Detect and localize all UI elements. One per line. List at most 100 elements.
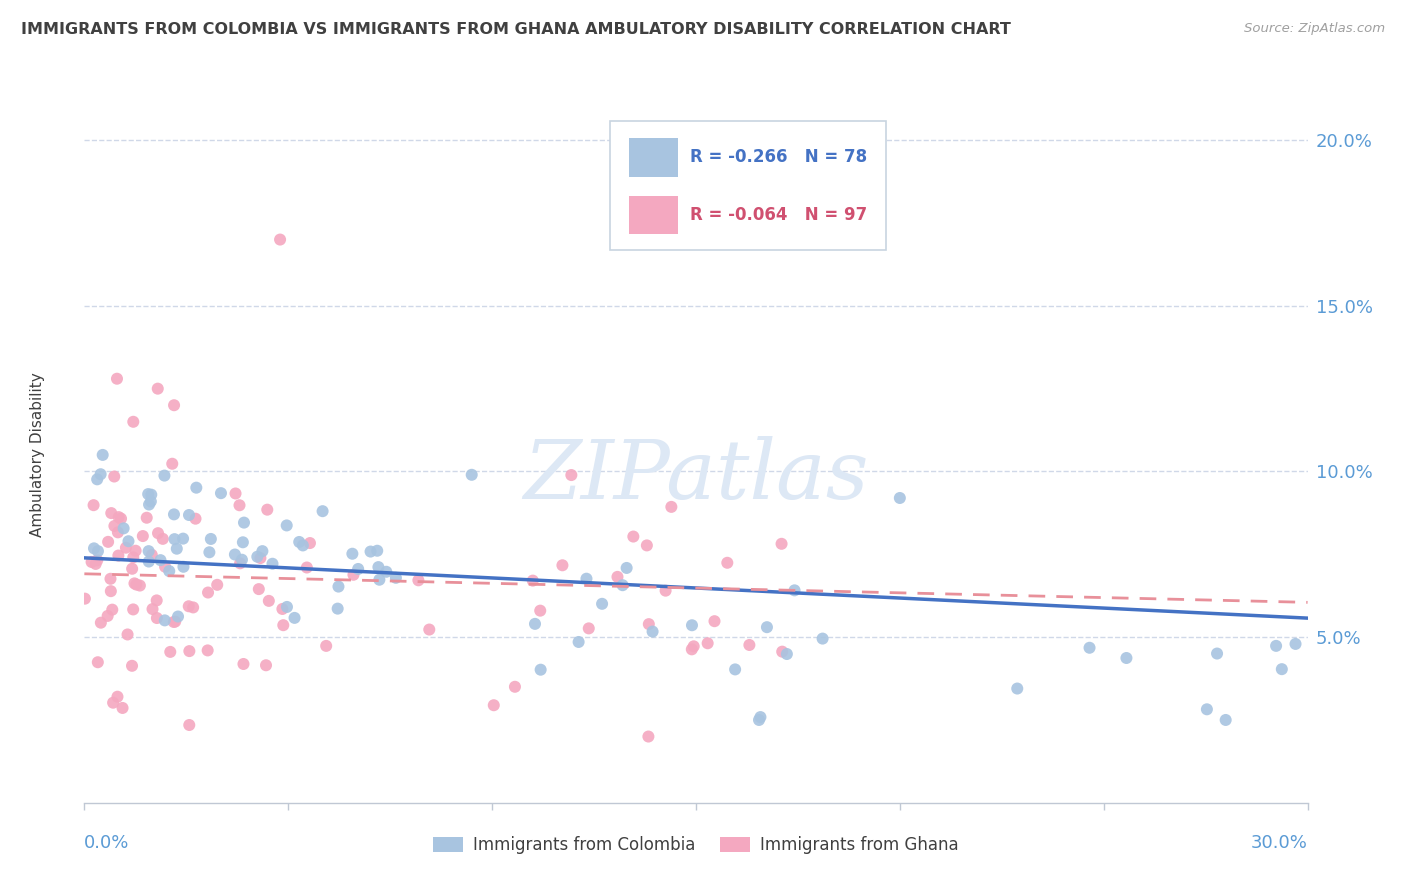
Point bbox=[342, 547, 364, 561]
Point bbox=[811, 632, 834, 646]
Point bbox=[73, 591, 96, 606]
Point bbox=[163, 615, 186, 629]
Point bbox=[621, 530, 644, 544]
Point bbox=[269, 233, 291, 247]
Point bbox=[503, 680, 526, 694]
Point bbox=[101, 602, 124, 616]
Point bbox=[138, 555, 160, 569]
Point bbox=[326, 601, 349, 615]
Point bbox=[311, 504, 333, 518]
Point bbox=[103, 469, 125, 483]
Point bbox=[157, 564, 180, 578]
Point bbox=[283, 611, 305, 625]
Text: ZIPatlas: ZIPatlas bbox=[523, 436, 869, 516]
Point bbox=[783, 583, 806, 598]
Point bbox=[83, 541, 105, 556]
Point bbox=[100, 506, 122, 520]
Point bbox=[91, 448, 114, 462]
Point bbox=[103, 519, 125, 533]
Point bbox=[105, 372, 128, 386]
Text: R = -0.064   N = 97: R = -0.064 N = 97 bbox=[690, 206, 868, 224]
FancyBboxPatch shape bbox=[628, 196, 678, 235]
Point bbox=[360, 544, 382, 558]
Point bbox=[418, 623, 440, 637]
Point bbox=[124, 576, 146, 591]
Point bbox=[179, 644, 201, 658]
Point bbox=[681, 642, 703, 657]
Point bbox=[200, 532, 222, 546]
Point bbox=[83, 498, 105, 512]
Point bbox=[153, 559, 176, 574]
Text: IMMIGRANTS FROM COLOMBIA VS IMMIGRANTS FROM GHANA AMBULATORY DISABILITY CORRELAT: IMMIGRANTS FROM COLOMBIA VS IMMIGRANTS F… bbox=[21, 22, 1011, 37]
Point bbox=[232, 535, 254, 549]
Point bbox=[637, 730, 659, 744]
Point bbox=[128, 578, 150, 592]
Point bbox=[367, 560, 389, 574]
Point bbox=[375, 565, 398, 579]
Point bbox=[165, 615, 187, 629]
Point bbox=[197, 643, 219, 657]
Point bbox=[117, 627, 139, 641]
Point bbox=[153, 613, 176, 627]
Point bbox=[262, 557, 284, 571]
Point bbox=[755, 620, 778, 634]
Point bbox=[1265, 639, 1288, 653]
Point bbox=[482, 698, 505, 713]
Point bbox=[141, 602, 163, 616]
Point bbox=[298, 536, 321, 550]
Point bbox=[209, 486, 232, 500]
Point bbox=[342, 567, 364, 582]
Point bbox=[271, 602, 294, 616]
Point bbox=[770, 645, 793, 659]
Point bbox=[153, 468, 176, 483]
Point bbox=[748, 713, 770, 727]
Point bbox=[107, 690, 129, 704]
Point bbox=[86, 553, 108, 567]
Point bbox=[124, 543, 146, 558]
Point bbox=[163, 398, 186, 412]
Point bbox=[606, 570, 628, 584]
Point bbox=[366, 543, 388, 558]
Point bbox=[177, 508, 200, 522]
Point bbox=[100, 572, 122, 586]
Point bbox=[291, 538, 314, 552]
Point bbox=[568, 635, 591, 649]
Point bbox=[368, 573, 391, 587]
Point bbox=[139, 494, 162, 508]
Point bbox=[276, 518, 298, 533]
Point bbox=[636, 538, 658, 552]
Point bbox=[1115, 651, 1137, 665]
Point bbox=[703, 614, 725, 628]
Point bbox=[87, 544, 110, 558]
Point bbox=[225, 486, 247, 500]
Point bbox=[146, 382, 169, 396]
Point bbox=[524, 616, 547, 631]
Point bbox=[347, 562, 370, 576]
Point bbox=[172, 559, 194, 574]
Point bbox=[385, 571, 408, 585]
Text: Ambulatory Disability: Ambulatory Disability bbox=[31, 373, 45, 537]
Point bbox=[276, 599, 298, 614]
Point bbox=[122, 415, 145, 429]
Point bbox=[86, 472, 108, 486]
Text: 30.0%: 30.0% bbox=[1251, 834, 1308, 852]
Point bbox=[529, 604, 551, 618]
Point bbox=[184, 511, 207, 525]
Point bbox=[186, 481, 208, 495]
Point bbox=[252, 544, 274, 558]
Point bbox=[198, 545, 221, 559]
Point bbox=[232, 657, 254, 671]
Text: Source: ZipAtlas.com: Source: ZipAtlas.com bbox=[1244, 22, 1385, 36]
Point bbox=[682, 640, 704, 654]
Point bbox=[257, 594, 280, 608]
Point bbox=[530, 663, 553, 677]
Point bbox=[205, 578, 228, 592]
Point bbox=[1206, 647, 1229, 661]
Point bbox=[167, 609, 190, 624]
Point bbox=[159, 645, 181, 659]
Point bbox=[224, 548, 246, 562]
Point bbox=[80, 555, 103, 569]
Point bbox=[1078, 640, 1101, 655]
Point bbox=[641, 624, 664, 639]
Point bbox=[179, 718, 201, 732]
